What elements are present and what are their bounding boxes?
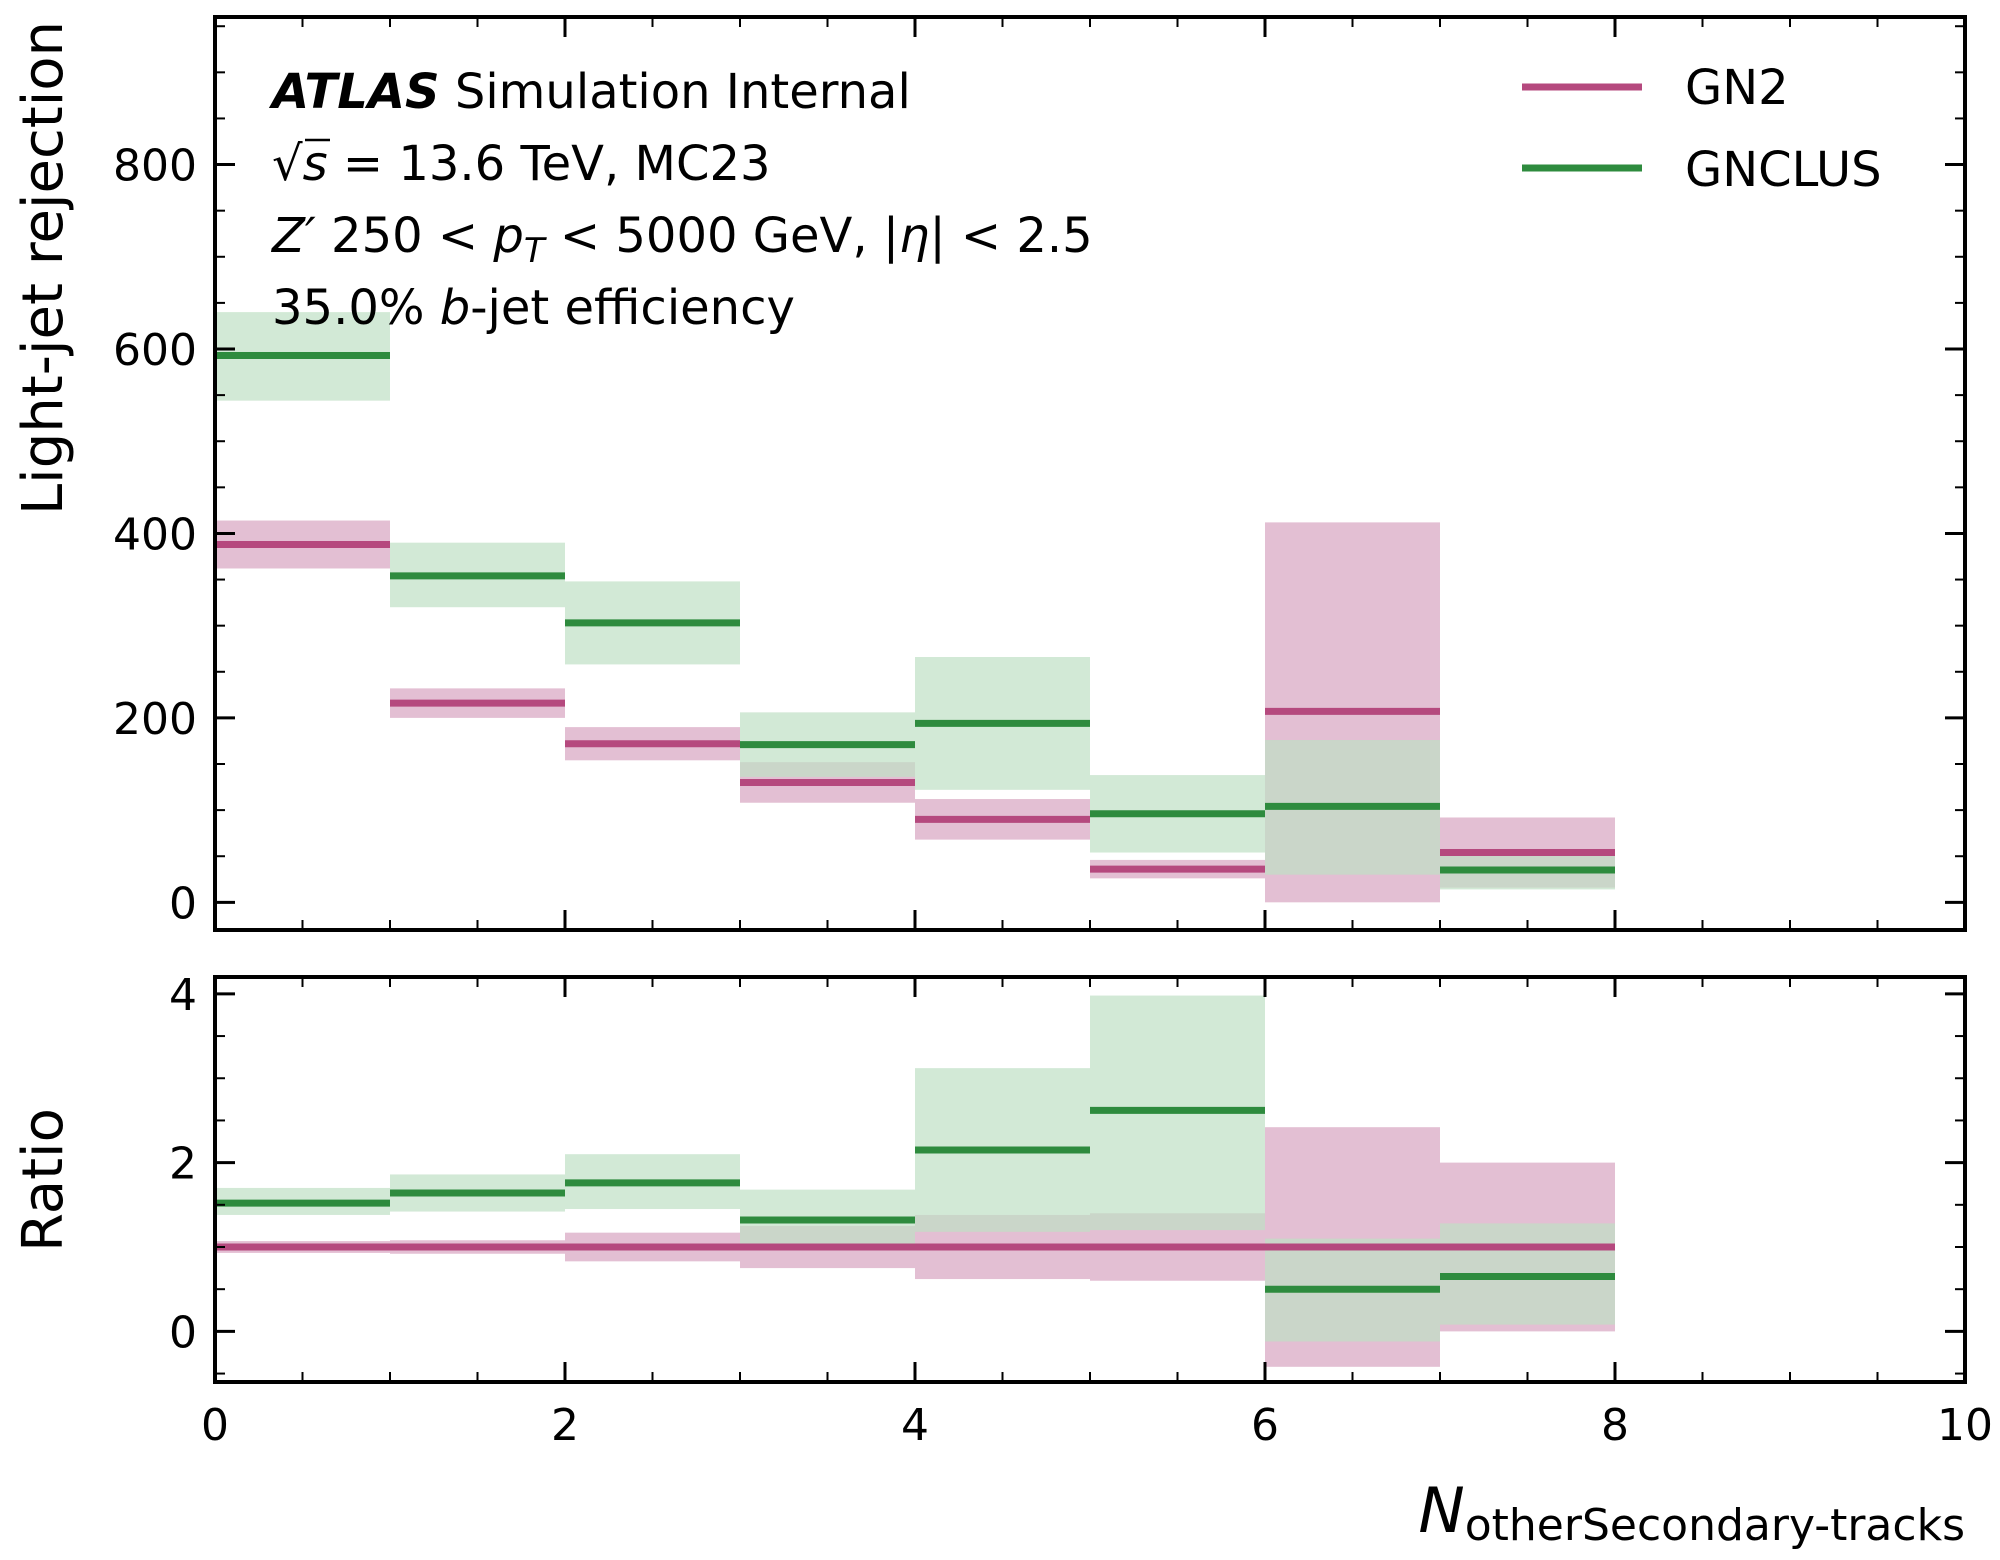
top-y-tick-label-800: 800	[113, 141, 197, 192]
top-y-tick-label-600: 600	[113, 325, 197, 376]
simulation-internal-label: Simulation Internal	[440, 64, 911, 120]
x-tick-label-6: 6	[1251, 1400, 1279, 1451]
bottom-y-tick-label-2: 2	[169, 1139, 197, 1190]
annotation-line-3: Z′ 250 < pT < 5000 GeV, |η| < 2.5	[270, 208, 1093, 271]
top-lines	[215, 351, 1615, 874]
bottom-y-tick-label-4: 4	[169, 970, 197, 1021]
x-axis-label-subscript: otherSecondary-tracks	[1465, 1500, 1965, 1551]
legend-label-gn2: GN2	[1685, 60, 1789, 116]
top-panel-frame	[213, 15, 1967, 932]
top-y-axis-label: Light-jet rejection	[11, 21, 76, 515]
bottom-y-axis-label: Ratio	[11, 1108, 76, 1252]
x-axis-label: NotherSecondary-tracks	[1418, 1474, 1965, 1551]
annotation-line-4: 35.0% b-jet efficiency	[272, 280, 795, 336]
sqrt-s: s	[303, 136, 328, 192]
pt-range-a: 250 <	[316, 208, 494, 264]
top-bands	[215, 312, 1615, 903]
x-tick-label-8: 8	[1601, 1400, 1629, 1451]
top-y-tick-label-200: 200	[113, 694, 197, 745]
x-axis-label-main: N	[1418, 1474, 1464, 1547]
eta-range: | < 2.5	[929, 208, 1092, 264]
zprime-symbol: Z′	[270, 208, 316, 264]
legend-label-gnclus: GNCLUS	[1685, 142, 1882, 198]
efficiency-value: 35.0%	[272, 280, 440, 336]
x-tick-label-4: 4	[901, 1400, 929, 1451]
eta-symbol: η	[899, 208, 929, 264]
bottom-panel-frame	[213, 975, 1967, 1384]
bottom-lines	[215, 1106, 1615, 1293]
sqrt-symbol: √	[272, 136, 303, 192]
annotation-line-2: √s = 13.6 TeV, MC23	[272, 136, 771, 192]
atlas-label: ATLAS	[268, 64, 440, 120]
x-tick-label-0: 0	[201, 1400, 229, 1451]
x-tick-label-10: 10	[1937, 1400, 1993, 1451]
top-y-tick-label-0: 0	[169, 878, 197, 929]
pt-subscript: T	[524, 231, 547, 271]
annotation-line-1: ATLAS Simulation Internal	[268, 64, 911, 120]
pt-range-b: < 5000 GeV, |	[545, 208, 899, 264]
energy-text: = 13.6 TeV, MC23	[328, 136, 771, 192]
pt-symbol: p	[492, 208, 523, 264]
b-symbol: b	[440, 280, 470, 336]
top-y-tick-label-400: 400	[113, 509, 197, 560]
bottom-bands	[215, 995, 1615, 1367]
bottom-y-tick-label-0: 0	[169, 1307, 197, 1358]
efficiency-text: -jet efficiency	[470, 280, 795, 336]
legend: GN2 GNCLUS	[1522, 60, 1882, 198]
x-tick-label-2: 2	[551, 1400, 579, 1451]
